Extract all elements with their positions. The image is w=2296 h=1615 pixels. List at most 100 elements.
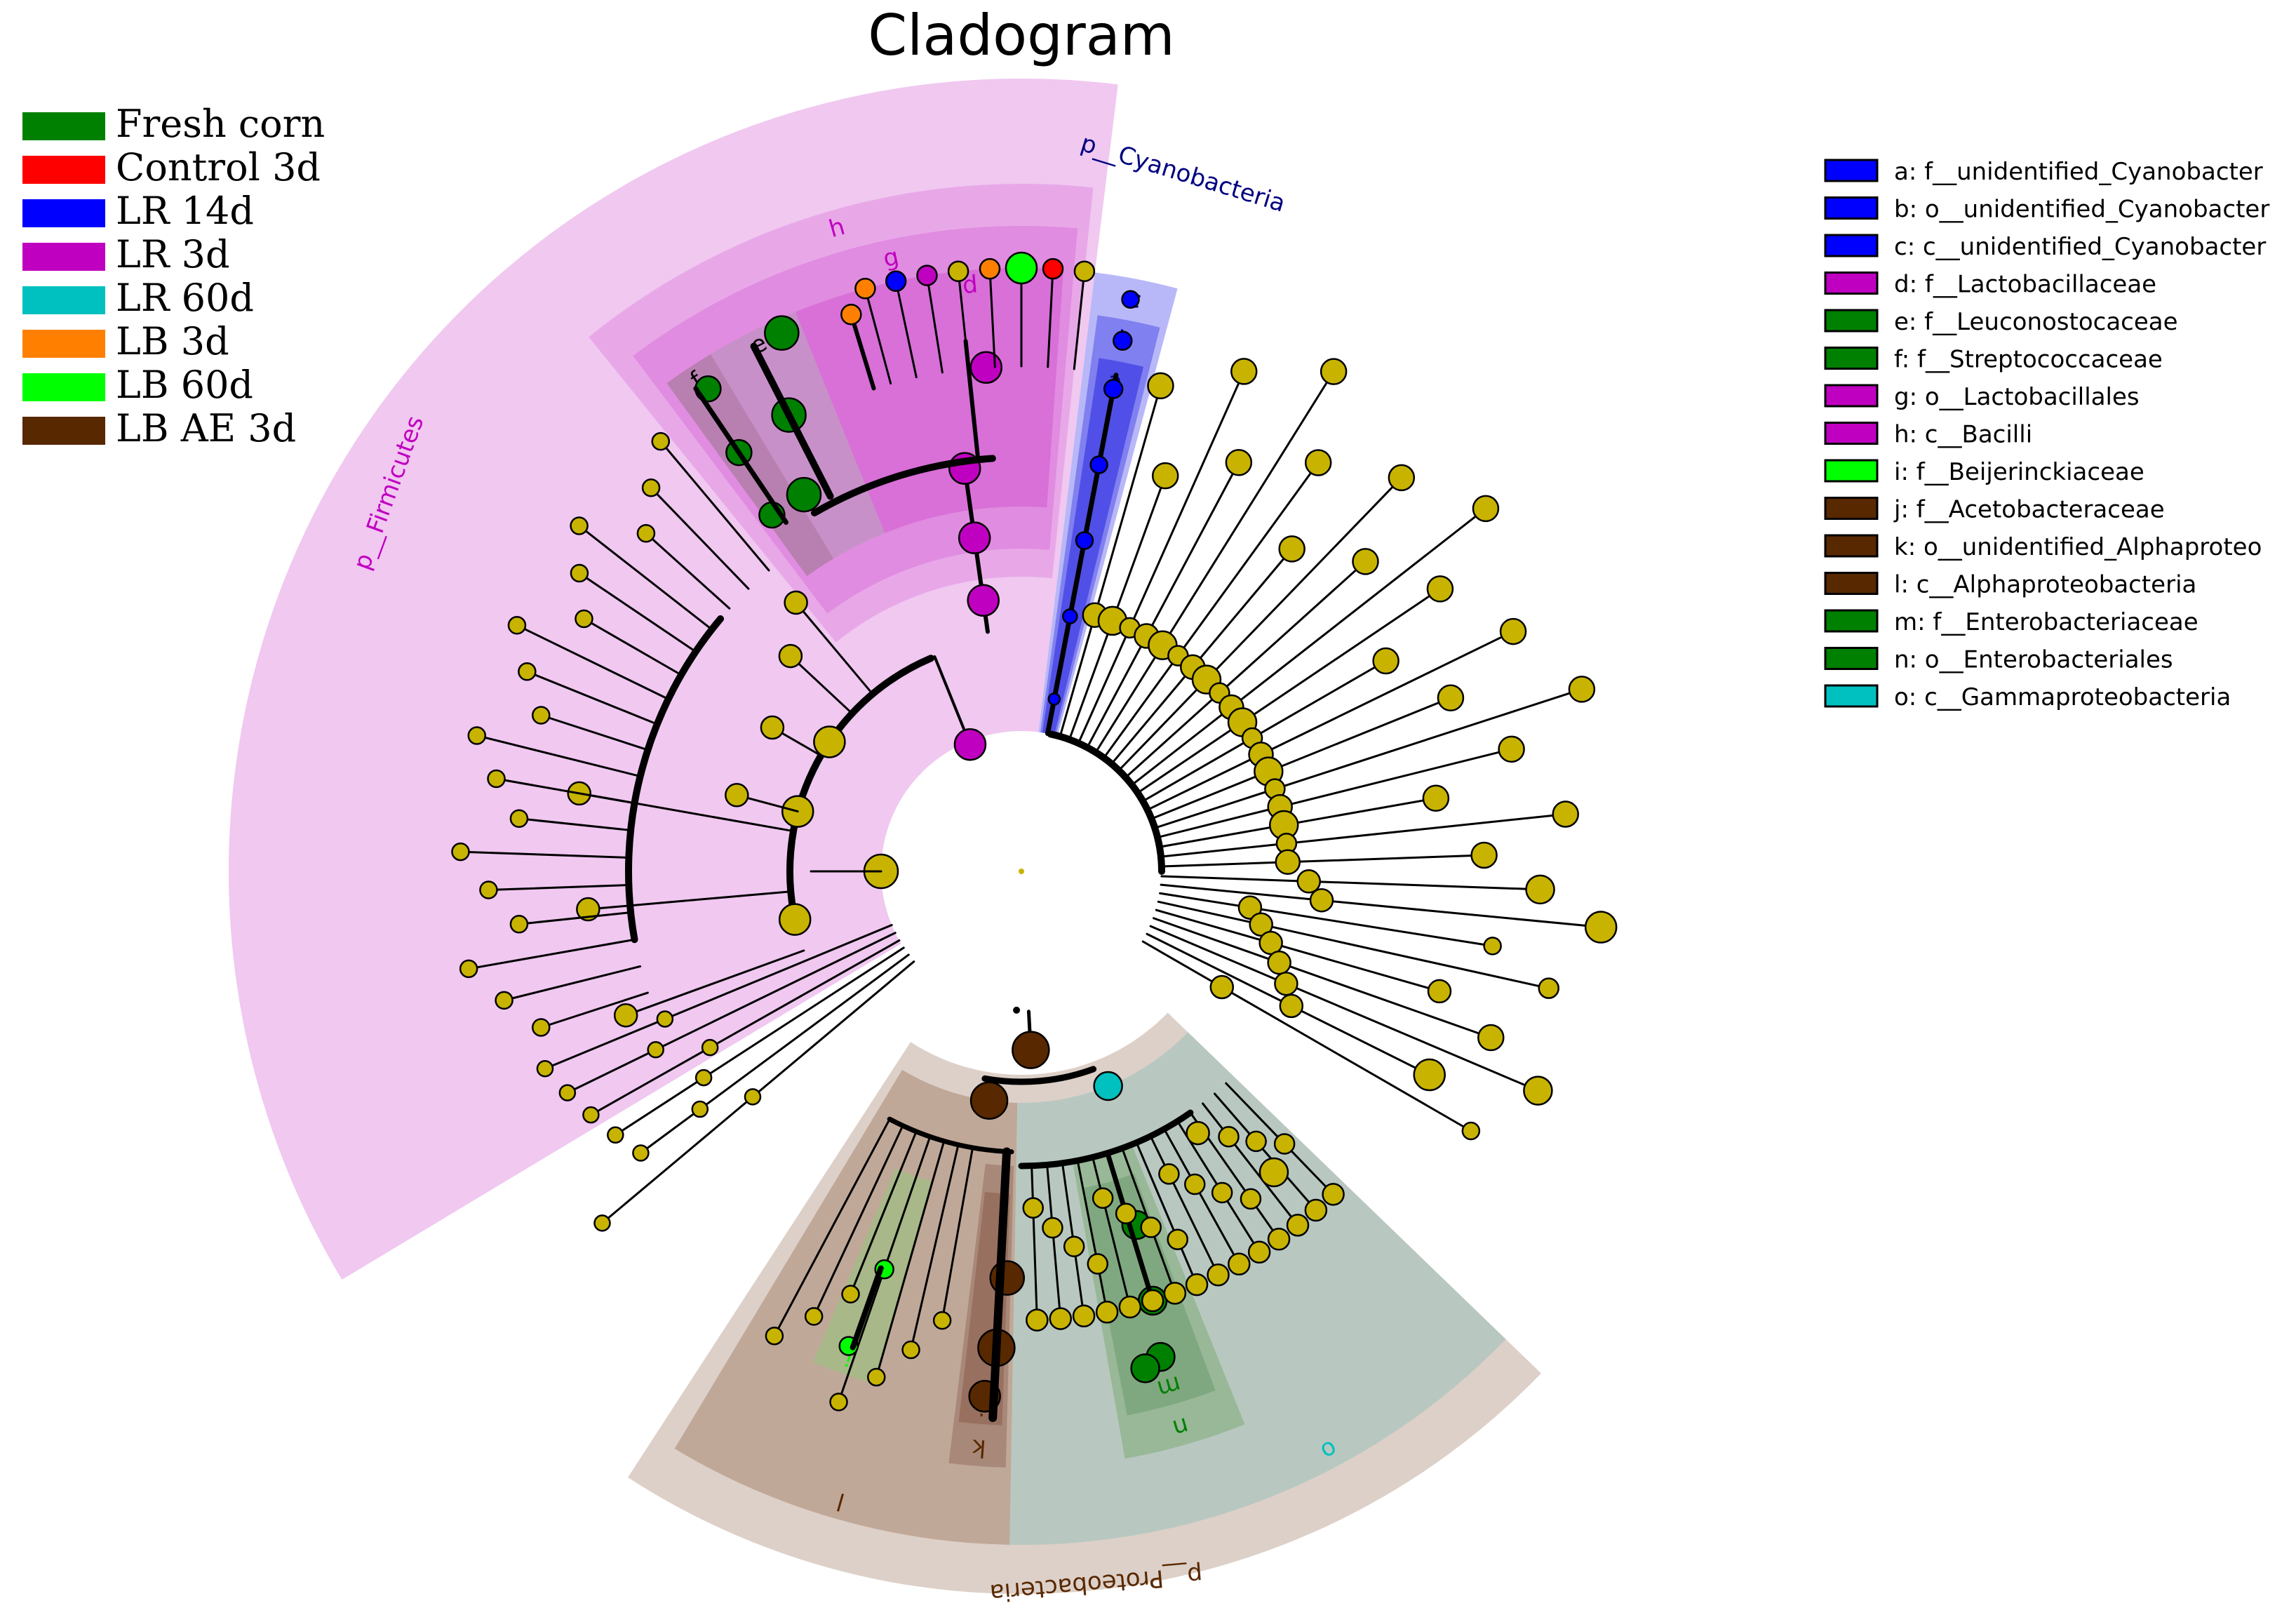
tree-edge [495,777,636,805]
other-tip [1523,1075,1553,1106]
gamma-node [1158,1163,1180,1185]
taxa-legend-swatch [1824,234,1879,257]
other-tip [1147,372,1174,400]
tree-edge [933,655,971,743]
other-tip [1538,977,1559,999]
taxa-legend-swatch [1824,159,1879,182]
group-legend-label: LB AE 3d [116,406,296,450]
tree-edge [925,274,944,374]
taxa-legend-label: g: o__Lactobacillales [1894,383,2140,411]
cyanobacteria-node [1089,455,1108,474]
other-node [1279,993,1304,1019]
gamma-node [1273,1133,1296,1155]
firmicutes-node [760,715,785,740]
taxa-legend-label: k: o__unidentified_Alphaproteo [1894,533,2262,561]
firmicutes-tip [509,915,529,934]
firmicutes-node [647,1041,664,1059]
firmicutes-tip [518,662,537,681]
tree-arc [625,615,725,944]
gamma-node [1115,1202,1137,1224]
tree-edge [910,1144,960,1351]
gamma-node [1184,1173,1206,1195]
group-legend-swatch [22,286,105,314]
tree-arc [1018,1109,1194,1170]
tree-edge [988,1147,1012,1422]
other-tip [1230,358,1258,385]
tree-edge [750,342,834,500]
tree-edge [812,1125,904,1318]
firmicutes-node [691,1100,709,1118]
gamma-tip [1095,1300,1119,1324]
group-legend-label: Control 3d [116,145,321,189]
other-tip [1320,358,1348,385]
tree-edge [1153,688,1583,829]
other-tip [1372,647,1399,675]
tree-edge [1073,270,1086,370]
other-tip [1304,449,1332,476]
cyanobacteria-node [1121,290,1140,309]
tree-edge [1160,875,1542,891]
firmicutes-node [813,725,846,758]
other-node [1274,971,1298,996]
tree-edge [1124,560,1367,779]
lb3-node [840,304,862,326]
lactobacillaceae-node [969,351,1003,384]
tree-edge [624,949,805,1017]
lactobacillales-node [967,584,1000,617]
firmicutes-tip [531,706,551,725]
enterobacteriaceae-node [1130,1353,1160,1383]
group-legend-label: LB 3d [116,319,229,363]
taxa-legend-label: h: c__Bacilli [1894,421,2032,449]
group-legend-swatch [22,330,105,358]
phylogenetic-tree [451,251,1618,1422]
leuconostocaceae-node [764,315,800,351]
tree-edge [578,572,697,653]
tree-edge [894,280,918,379]
cyanobacteria-node [1075,531,1094,550]
firmicutes-tip [558,1084,577,1101]
group-legend-label: LR 60d [116,276,254,320]
taxa-legend-swatch [1824,534,1879,558]
tree-edge [1030,1165,1038,1322]
other-tip [1413,1058,1446,1092]
tree-edge [1086,461,1240,749]
tree-arc [811,455,996,517]
tree-edge [1150,697,1452,820]
gamma-tip [1072,1304,1096,1328]
other-node [1209,974,1235,1000]
firmicutes-tip [536,1060,554,1078]
taxa-legend-swatch [1824,497,1879,520]
lactobacillaceae-tip [916,264,938,286]
proteobacteria-node [1012,1031,1050,1069]
tree-edge [582,617,683,676]
taxa-legend-swatch [1824,572,1879,595]
other-tip [1552,800,1579,828]
tree-edge [849,312,876,391]
firmicutes-node [694,1068,713,1087]
alpha-tip [932,1311,952,1330]
tree-edge [589,939,901,1116]
tree-edge [693,386,788,525]
tree-edge [566,932,897,1094]
firmicutes-tip [459,959,478,979]
tree-edge [516,624,670,701]
tree-edge [659,440,770,572]
alpha-tip [765,1326,784,1346]
gamma-node [1063,1235,1085,1257]
group-legend-label: LR 14d [116,189,254,233]
other-node [1237,895,1263,920]
taxa-legend-label: e: f__Leuconostocaceae [1894,308,2178,336]
tree-edge [1160,812,1567,858]
other-tip [1472,495,1500,523]
tree-edge [1117,476,1403,772]
taxa-legend-label: n: o__Enterobacteriales [1894,646,2173,674]
taxa-legend-label: o: c__Gammaproteobacteria [1894,683,2231,711]
tree-edge [487,884,630,892]
gamma-node [1092,1187,1114,1209]
other-tip [1225,449,1253,476]
other-tip [1525,874,1555,905]
clade-letter-k: k [971,1433,987,1462]
gamma-node [1211,1181,1233,1204]
tree-edge [795,601,874,695]
root-node [1019,869,1024,874]
